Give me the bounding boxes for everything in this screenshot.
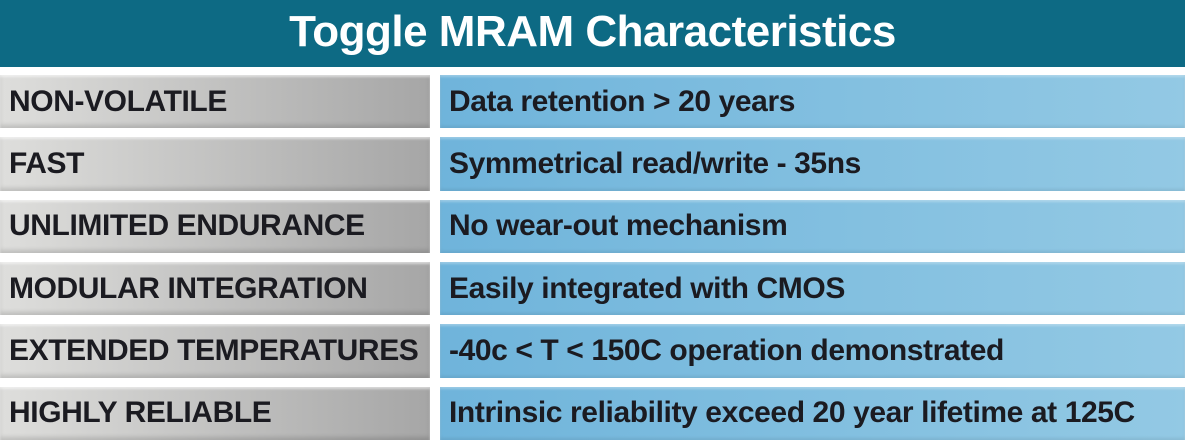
row-label: MODULAR INTEGRATION [9, 271, 368, 305]
table-row: MODULAR INTEGRATION Easily integrated wi… [0, 261, 1185, 316]
row-value-cell: Data retention > 20 years [440, 75, 1185, 129]
row-value-cell: Intrinsic reliability exceed 20 year lif… [440, 386, 1185, 440]
row-label-cell: EXTENDED TEMPERATURES [0, 324, 430, 378]
table-row: NON-VOLATILE Data retention > 20 years [0, 75, 1185, 129]
row-label: EXTENDED TEMPERATURES [9, 333, 419, 367]
row-value-cell: Easily integrated with CMOS [440, 261, 1185, 316]
row-label-cell: NON-VOLATILE [0, 75, 430, 129]
row-value-cell: -40c < T < 150C operation demonstrated [440, 324, 1185, 378]
table-row: EXTENDED TEMPERATURES -40c < T < 150C op… [0, 324, 1185, 378]
row-label: UNLIMITED ENDURANCE [9, 209, 365, 243]
table-row: FAST Symmetrical read/write - 35ns [0, 137, 1185, 191]
row-value: No wear-out mechanism [449, 209, 788, 243]
row-value: -40c < T < 150C operation demonstrated [449, 333, 1004, 367]
row-label: NON-VOLATILE [9, 84, 227, 118]
table-rows: NON-VOLATILE Data retention > 20 years F… [0, 75, 1185, 440]
row-label-cell: UNLIMITED ENDURANCE [0, 199, 430, 253]
row-value-cell: No wear-out mechanism [440, 199, 1185, 253]
table-row: HIGHLY RELIABLE Intrinsic reliability ex… [0, 386, 1185, 440]
row-label-cell: HIGHLY RELIABLE [0, 386, 430, 440]
row-value: Intrinsic reliability exceed 20 year lif… [449, 396, 1135, 430]
table-title: Toggle MRAM Characteristics [289, 6, 896, 56]
table-title-bar: Toggle MRAM Characteristics [0, 0, 1185, 67]
row-value: Data retention > 20 years [449, 84, 796, 118]
row-value: Symmetrical read/write - 35ns [449, 146, 861, 180]
row-value-cell: Symmetrical read/write - 35ns [440, 137, 1185, 191]
row-label: HIGHLY RELIABLE [9, 396, 272, 430]
row-label: FAST [9, 146, 85, 180]
table-row: UNLIMITED ENDURANCE No wear-out mechanis… [0, 199, 1185, 253]
row-label-cell: FAST [0, 137, 430, 191]
row-value: Easily integrated with CMOS [449, 271, 845, 305]
row-label-cell: MODULAR INTEGRATION [0, 261, 430, 316]
